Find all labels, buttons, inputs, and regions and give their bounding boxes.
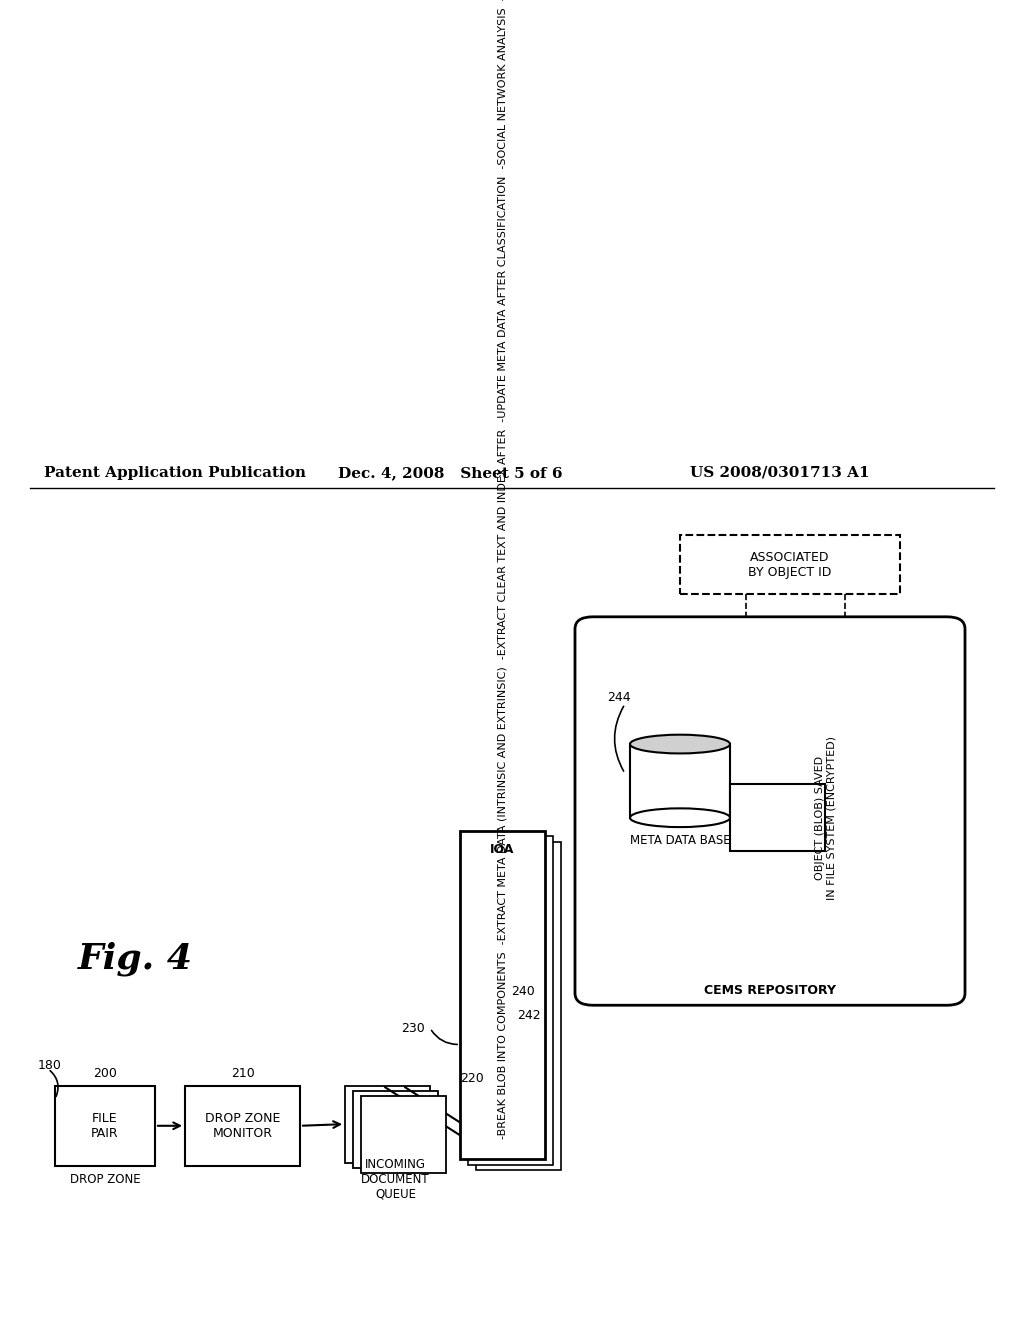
Text: 220: 220 (460, 1072, 483, 1085)
Ellipse shape (630, 735, 730, 754)
Text: CEMS REPOSITORY: CEMS REPOSITORY (705, 983, 836, 997)
Text: FILE
PAIR: FILE PAIR (91, 1111, 119, 1139)
Bar (476, 842, 561, 1170)
Text: META DATA BASE: META DATA BASE (630, 834, 730, 847)
Bar (361, 1097, 446, 1173)
Text: 244: 244 (607, 690, 631, 704)
Text: INCOMING
DOCUMENT
QUEUE: INCOMING DOCUMENT QUEUE (361, 1158, 430, 1201)
Text: Fig. 4: Fig. 4 (78, 941, 193, 975)
Text: OBJECT (BLOB) SAVED
IN FILE SYSTEM (ENCRYPTED): OBJECT (BLOB) SAVED IN FILE SYSTEM (ENCR… (815, 735, 837, 900)
Text: 242: 242 (517, 1008, 541, 1022)
Text: Dec. 4, 2008   Sheet 5 of 6: Dec. 4, 2008 Sheet 5 of 6 (338, 466, 562, 480)
Text: 230: 230 (401, 1022, 425, 1035)
Text: 180: 180 (38, 1059, 61, 1072)
Bar (185, 1085, 300, 1166)
Bar (468, 837, 553, 1164)
Text: 240: 240 (511, 985, 535, 998)
Text: ASSOCIATED
BY OBJECT ID: ASSOCIATED BY OBJECT ID (749, 550, 831, 578)
Bar (55, 1085, 155, 1166)
Text: US 2008/0301713 A1: US 2008/0301713 A1 (690, 466, 869, 480)
Text: DROP ZONE
MONITOR: DROP ZONE MONITOR (205, 1111, 281, 1139)
Text: 200: 200 (93, 1067, 117, 1080)
Bar (460, 832, 545, 1159)
Bar (680, 535, 900, 594)
Bar (740, 792, 820, 849)
Ellipse shape (630, 808, 730, 828)
FancyBboxPatch shape (575, 616, 965, 1006)
Text: DROP ZONE: DROP ZONE (70, 1173, 140, 1185)
Bar (345, 1085, 430, 1163)
Bar (630, 744, 730, 817)
Bar (353, 1090, 438, 1168)
Text: 210: 210 (230, 1067, 254, 1080)
Bar (730, 784, 825, 851)
Text: IOA: IOA (490, 843, 515, 857)
Text: Patent Application Publication: Patent Application Publication (44, 466, 306, 480)
Text: -BREAK BLOB INTO COMPONENTS  -EXTRACT META DATA (INTRINSIC AND EXTRINSIC)  -EXTR: -BREAK BLOB INTO COMPONENTS -EXTRACT MET… (498, 0, 508, 1139)
